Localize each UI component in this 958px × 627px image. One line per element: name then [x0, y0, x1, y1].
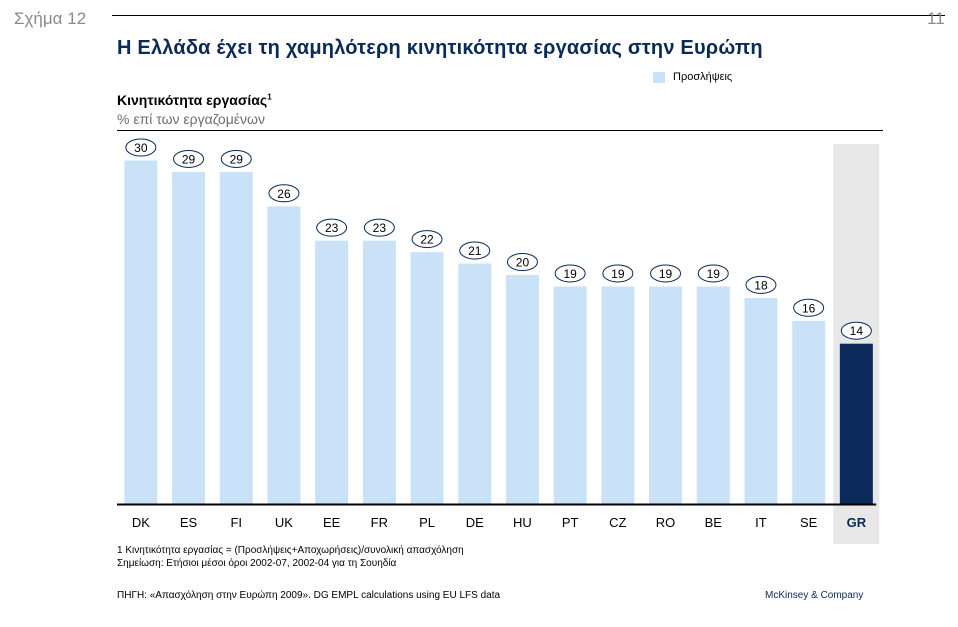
- tick-label-ro: RO: [656, 515, 676, 530]
- tick-label-pt: PT: [562, 515, 579, 530]
- value-label-ro: 19: [659, 267, 673, 281]
- tick-label-se: SE: [800, 515, 818, 530]
- bar-hu: [505, 275, 539, 504]
- tick-label-gr: GR: [847, 515, 867, 530]
- bar-de: [458, 263, 492, 504]
- bar-cz: [601, 286, 635, 504]
- tick-label-fi: FI: [230, 515, 242, 530]
- value-bubble-de: [459, 241, 491, 260]
- page-title: Η Ελλάδα έχει τη χαμηλότερη κινητικότητα…: [117, 37, 763, 59]
- figure-label: Σχήμα 12: [14, 9, 87, 28]
- chart-subtitle: % επί των εργαζομένων: [117, 111, 265, 127]
- value-label-fi: 29: [230, 152, 244, 166]
- value-label-fr: 23: [373, 221, 387, 235]
- bar-se: [792, 320, 826, 504]
- value-bubble-ee: [316, 218, 348, 237]
- value-bubble-be: [697, 264, 729, 283]
- brand-label: McKinsey & Company: [765, 590, 864, 601]
- value-label-cz: 19: [611, 267, 625, 281]
- tick-label-ee: EE: [323, 515, 341, 530]
- value-bubble-cz: [602, 264, 634, 283]
- tick-label-de: DE: [466, 515, 484, 530]
- value-label-gr: 14: [850, 324, 864, 338]
- tick-label-hu: HU: [513, 515, 532, 530]
- value-bubble-pt: [554, 264, 586, 283]
- bar-it: [744, 297, 778, 504]
- source-note: ΠΗΓΗ: «Απασχόληση στην Ευρώπη 2009». DG …: [117, 590, 501, 601]
- page-number: 11: [927, 9, 945, 28]
- bar-fi: [219, 171, 253, 504]
- value-bubble-hu: [506, 253, 538, 271]
- footnotes: 1 Κινητικότητα εργασίας = (Προσλήψεις+Απ…: [117, 544, 464, 570]
- value-bubble-fr: [363, 218, 395, 237]
- value-label-hu: 20: [516, 256, 530, 270]
- value-label-de: 21: [468, 244, 482, 258]
- value-bubble-es: [173, 149, 205, 168]
- tick-label-it: IT: [755, 515, 767, 530]
- tick-label-fr: FR: [371, 515, 388, 530]
- legend-swatch: [653, 71, 665, 83]
- value-bubble-fi: [220, 149, 252, 168]
- tick-label-cz: CZ: [609, 515, 626, 530]
- value-label-ee: 23: [325, 221, 339, 235]
- value-label-uk: 26: [277, 187, 291, 201]
- value-label-pl: 22: [420, 233, 434, 247]
- chart-header-rule: [117, 130, 883, 131]
- value-bubble-uk: [268, 184, 300, 203]
- bar-ro: [649, 286, 683, 504]
- legend-label: Προσλήψεις: [673, 71, 733, 83]
- value-bubble-dk: [125, 138, 157, 157]
- value-bubble-ro: [650, 264, 682, 283]
- value-label-es: 29: [182, 152, 196, 166]
- tick-label-pl: PL: [419, 515, 435, 530]
- chart-title-footnote-marker: 1: [267, 92, 272, 102]
- chart-title: Κινητικότητα εργασίας1: [117, 92, 272, 108]
- bar-gr: [839, 343, 873, 504]
- value-bubble-gr: [840, 321, 872, 340]
- value-label-se: 16: [802, 301, 816, 315]
- tick-label-es: ES: [180, 515, 198, 530]
- value-label-be: 19: [707, 267, 721, 281]
- bar-pt: [553, 286, 587, 504]
- bar-fr: [362, 240, 396, 504]
- footnote-note: Σημείωση: Ετήσιοι μέσοι όροι 2002-07, 20…: [117, 558, 397, 569]
- bar-pl: [410, 252, 444, 504]
- tick-label-dk: DK: [132, 515, 150, 530]
- legend: Προσλήψεις: [653, 71, 732, 83]
- tick-label-uk: UK: [275, 515, 293, 530]
- value-label-pt: 19: [563, 267, 577, 281]
- bar-dk: [124, 160, 158, 504]
- tick-label-be: BE: [705, 515, 723, 530]
- value-bubble-se: [793, 298, 825, 317]
- footnote-definition: 1 Κινητικότητα εργασίας = (Προσλήψεις+Απ…: [117, 545, 464, 556]
- bar-be: [696, 286, 730, 504]
- bar-es: [172, 171, 206, 504]
- bar-ee: [315, 240, 349, 504]
- value-bubble-pl: [411, 230, 443, 249]
- chart-title-text: Κινητικότητα εργασίας: [117, 92, 268, 108]
- top-rule: [112, 15, 945, 16]
- value-label-dk: 30: [134, 141, 148, 155]
- value-label-it: 18: [754, 278, 768, 292]
- value-bubble-it: [745, 275, 777, 294]
- bar-uk: [267, 206, 301, 505]
